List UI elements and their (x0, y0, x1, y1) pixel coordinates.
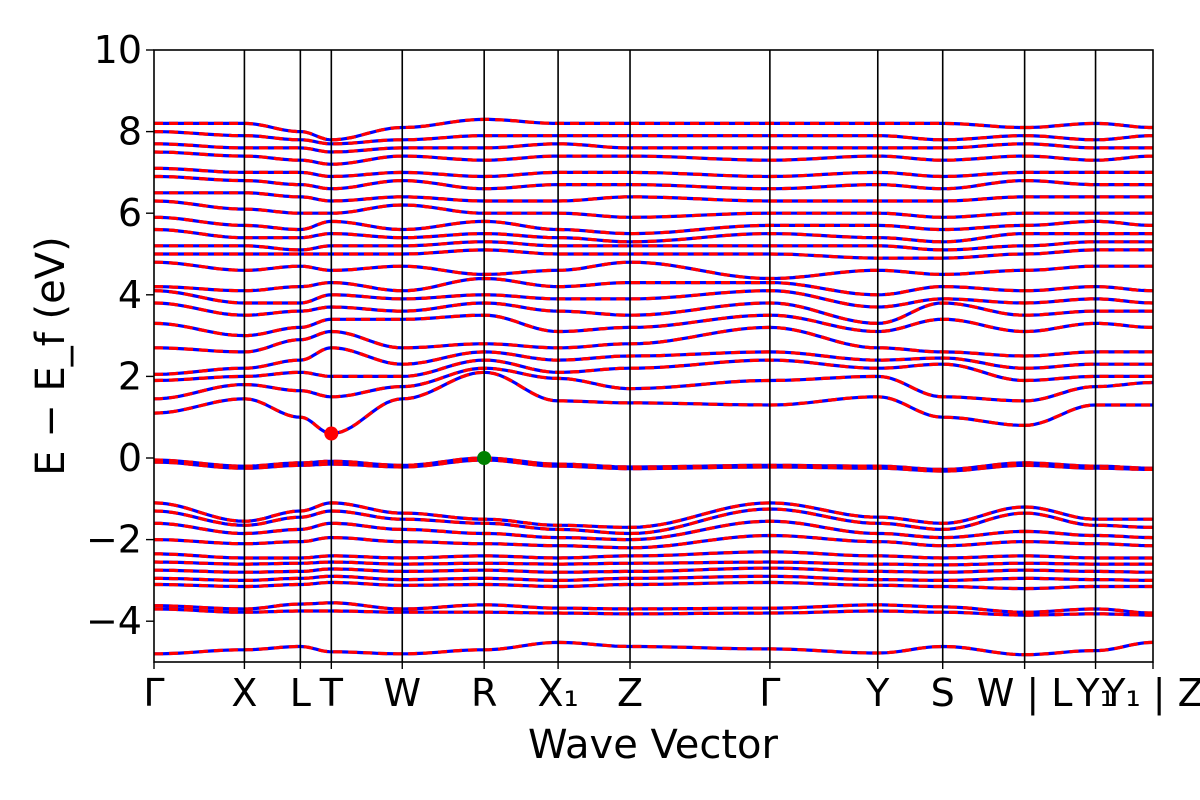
extrema-markers (324, 426, 492, 465)
band-15-spin-up (154, 366, 1153, 403)
x-tick-label-4: W (383, 671, 421, 715)
x-tick-label-11: W | L (977, 671, 1073, 716)
y-tick-label-0: −4 (86, 599, 142, 643)
band-10-spin-up (154, 519, 1153, 542)
band-8-spin-up (154, 501, 1153, 530)
band-3-spin-up (154, 550, 1153, 560)
band-20-spin-up (154, 301, 1153, 326)
band-29-spin-up (154, 191, 1153, 203)
y-tick-label-3: 2 (118, 354, 142, 398)
band-2-spin-up (154, 607, 1153, 617)
band-4-spin-up (154, 560, 1153, 567)
band-0-spin-up (154, 640, 1153, 657)
band-6-spin-up (154, 574, 1153, 582)
band-19-spin-up (154, 313, 1153, 338)
band-31-spin-up (154, 166, 1153, 179)
x-tick-label-8: Γ (759, 671, 780, 715)
x-tick-label-6: X₁ (537, 671, 578, 715)
band-9-spin-up (154, 507, 1153, 536)
band-21-spin-up (154, 289, 1153, 309)
x-axis-label: Wave Vector (528, 722, 779, 768)
y-tick-label-4: 4 (118, 273, 142, 317)
x-tick-label-7: Z (617, 671, 643, 715)
band-7-spin-up (154, 580, 1153, 591)
band-28-spin-up (154, 199, 1153, 219)
x-tick-label-9: Y (865, 671, 890, 715)
band-13-spin-up (154, 458, 1153, 473)
x-tick-label-1: X (231, 671, 257, 715)
cbm-marker (324, 426, 339, 441)
x-tick-label-0: Γ (143, 671, 164, 715)
y-tick-label-7: 10 (94, 28, 142, 72)
band-24-spin-up (154, 248, 1153, 260)
band-22-spin-up (154, 276, 1153, 297)
y-tick-label-5: 6 (118, 191, 142, 235)
plot-frame (153, 49, 1154, 663)
band-11-spin-up (154, 533, 1153, 550)
x-tick-label-10: S (931, 671, 955, 715)
band-23-spin-up (154, 260, 1153, 281)
vbm-marker (477, 451, 492, 465)
y-tick-label-2: 0 (118, 436, 142, 480)
x-tick-label-2: L (290, 671, 311, 715)
x-tick-label-3: T (319, 671, 344, 715)
band-16-spin-up (154, 358, 1153, 383)
x-tick-label-12: Y₁ (1075, 671, 1114, 715)
band-17-spin-up (154, 346, 1153, 376)
y-axis-ticks: −4 −2 0 2 4 6 8 10 (86, 28, 154, 643)
y-tick-label-6: 8 (118, 110, 142, 154)
band-26-spin-up (154, 227, 1153, 244)
band-5-spin-up (154, 566, 1153, 574)
band-18-spin-up (154, 325, 1153, 358)
band-32-spin-up (154, 150, 1153, 166)
band-25-spin-up (154, 240, 1153, 252)
x-tick-label-13: Y₁ | Z (1101, 671, 1200, 716)
band-14-spin-up (154, 370, 1153, 436)
band-30-spin-up (154, 174, 1153, 191)
band-33-spin-up (154, 142, 1153, 154)
y-tick-label-1: −2 (86, 518, 142, 562)
band-1-spin-up (154, 601, 1153, 615)
band-27-spin-up (154, 215, 1153, 236)
band-35-spin-up (154, 117, 1153, 142)
x-tick-label-5: R (471, 671, 497, 715)
k-point-lines (243, 50, 1097, 662)
y-axis-label: E − E_f (eV) (28, 236, 74, 475)
band-34-spin-up (154, 130, 1153, 146)
